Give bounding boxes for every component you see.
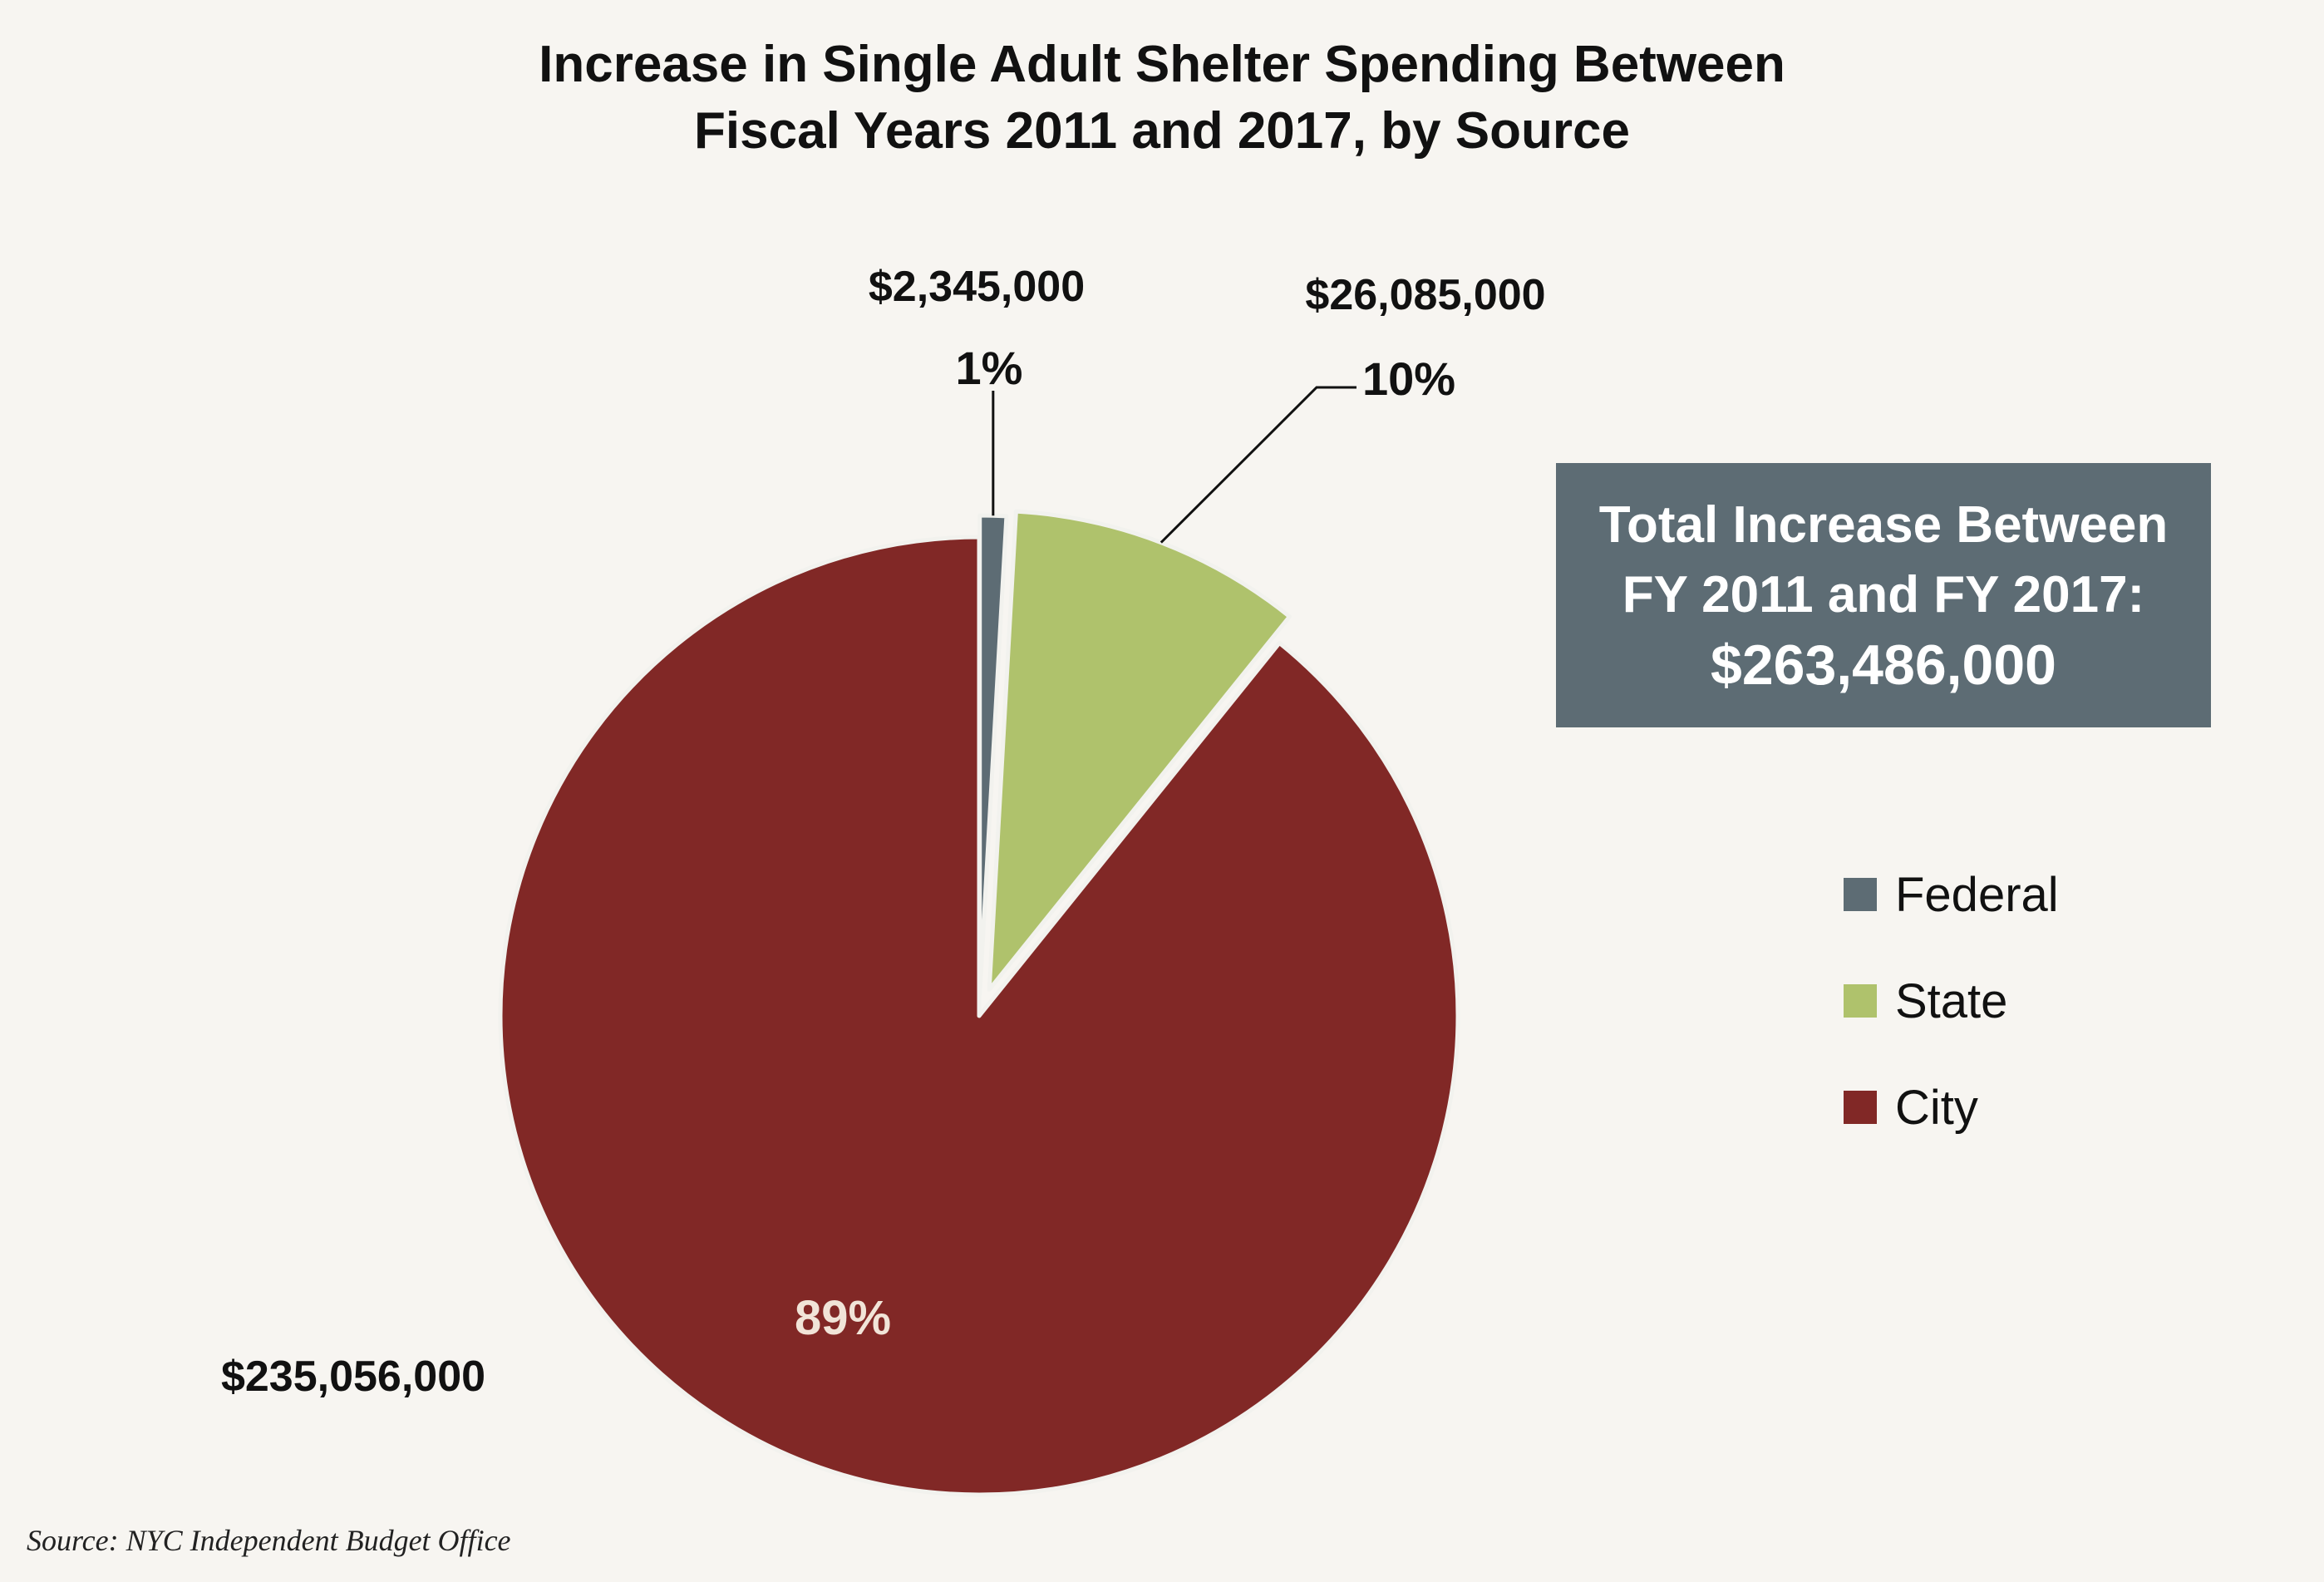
percent-label-city: 89% (795, 1291, 891, 1345)
total-increase-box: Total Increase Between FY 2011 and FY 20… (1556, 463, 2211, 727)
legend-swatch-state (1844, 984, 1877, 1018)
leader-lines (992, 386, 1356, 544)
total-line-1: Total Increase Between (1598, 496, 2169, 554)
legend-label-state: State (1895, 973, 2008, 1028)
source-note: Source: NYC Independent Budget Office (27, 1524, 511, 1557)
total-amount: $263,486,000 (1711, 633, 2056, 697)
leader-line-state (1160, 386, 1356, 544)
value-label-state: $26,085,000 (1305, 271, 1545, 319)
legend-item-state: State (1844, 948, 2059, 1054)
pie-slice-city (498, 535, 1460, 1497)
percent-label-federal: 1% (956, 342, 1023, 394)
value-label-federal: $2,345,000 (869, 263, 1085, 311)
total-line-2: FY 2011 and FY 2017: (1622, 566, 2145, 623)
slice-labels: $2,345,000 1% $26,085,000 10% 89% $235,056,00… (221, 263, 1546, 1401)
chart-title-line-1: Increase in Single Adult Shelter Spendin… (539, 36, 1785, 93)
percent-label-state: 10% (1362, 352, 1455, 405)
legend-label-city: City (1895, 1080, 1978, 1135)
chart-title-line-2: Fiscal Years 2011 and 2017, by Source (694, 102, 1630, 160)
legend-swatch-federal (1844, 878, 1877, 911)
legend-label-federal: Federal (1895, 867, 2059, 922)
legend: Federal State City (1844, 841, 2059, 1161)
value-label-city: $235,056,000 (221, 1353, 485, 1401)
pie-slice-federal (977, 513, 1009, 997)
pie-slices (498, 509, 1460, 1497)
legend-item-city: City (1844, 1054, 2059, 1161)
pie-slice-state (987, 509, 1292, 992)
legend-swatch-city (1844, 1091, 1877, 1124)
legend-item-federal: Federal (1844, 841, 2059, 948)
